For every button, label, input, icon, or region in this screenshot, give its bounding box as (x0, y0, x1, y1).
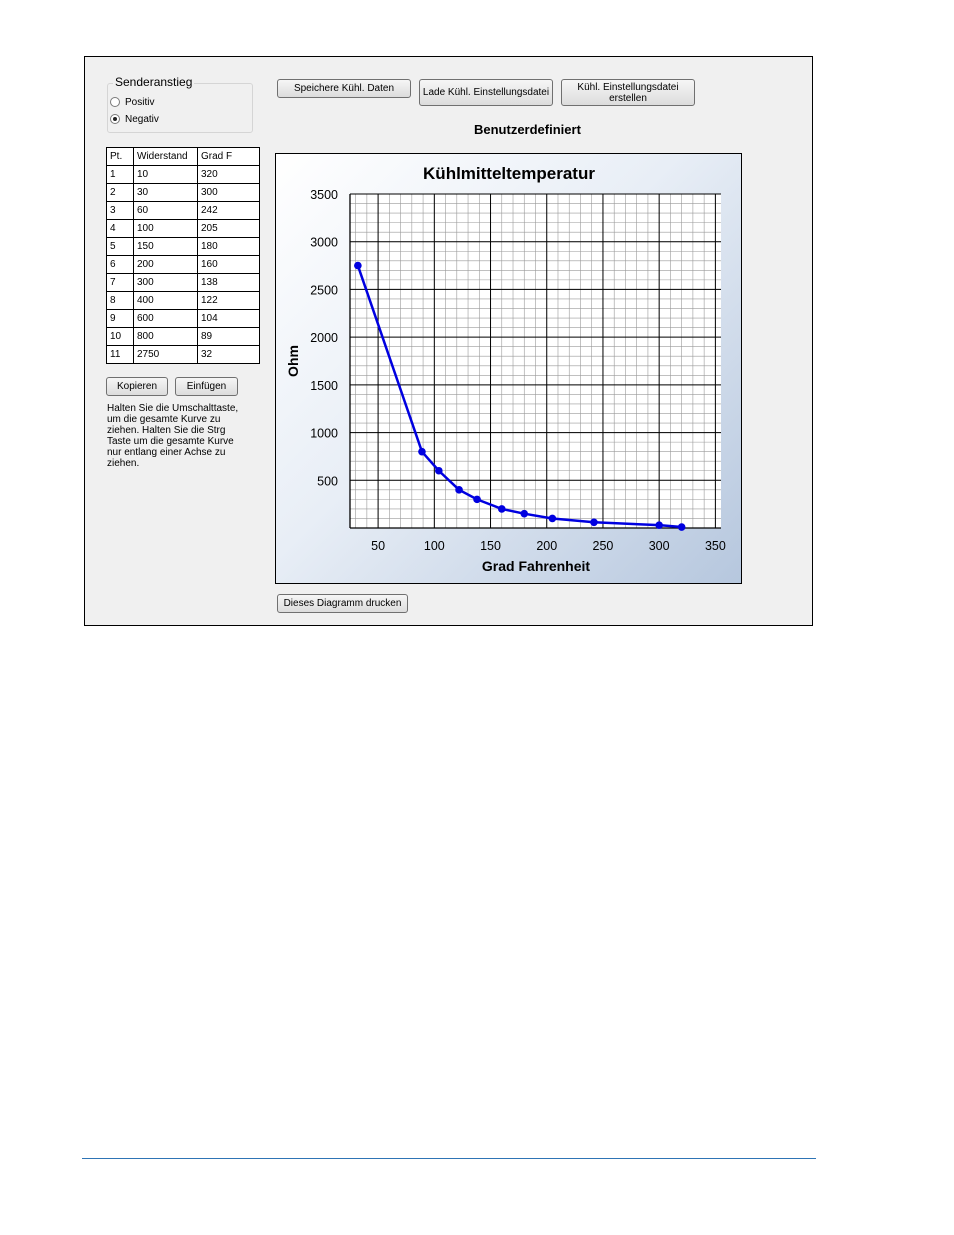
load-cooling-settings-button[interactable]: Lade Kühl. Einstellungsdatei (419, 79, 553, 106)
table-row[interactable]: 1 10 320 (106, 165, 260, 184)
table-row[interactable]: 7 300 138 (106, 273, 260, 292)
data-point (677, 523, 686, 531)
cell-resistance[interactable]: 10 (133, 165, 198, 184)
radio-negative-label: Negativ (125, 113, 159, 125)
table-row[interactable]: 10 800 89 (106, 327, 260, 346)
data-point (418, 447, 426, 456)
sender-slope-title: Senderanstieg (113, 75, 195, 89)
radio-positive[interactable]: Positiv (110, 95, 154, 109)
application-window: Senderanstieg Positiv Negativ Speichere … (84, 56, 813, 626)
cell-pt[interactable]: 1 (106, 165, 134, 184)
x-tick-label: 250 (593, 539, 614, 553)
y-tick-label: 3500 (310, 188, 338, 202)
cell-resistance[interactable]: 600 (133, 309, 198, 328)
table-row[interactable]: 8 400 122 (106, 291, 260, 310)
cell-pt[interactable]: 11 (106, 345, 134, 364)
footer-divider (82, 1158, 816, 1159)
radio-negative-button[interactable] (110, 114, 120, 124)
x-tick-label: 300 (649, 539, 670, 553)
table-row[interactable]: 6 200 160 (106, 255, 260, 274)
paste-button[interactable]: Einfügen (175, 377, 238, 396)
data-point (655, 521, 663, 529)
cell-resistance[interactable]: 2750 (133, 345, 198, 364)
cell-resistance[interactable]: 100 (133, 219, 198, 238)
cell-pt[interactable]: 6 (106, 255, 134, 274)
chart-title: Kühlmitteltemperatur (423, 164, 595, 183)
table-row[interactable]: 9 600 104 (106, 309, 260, 328)
table-row[interactable]: 11 2750 32 (106, 345, 260, 364)
table-row[interactable]: 4 100 205 (106, 219, 260, 238)
cell-degrees[interactable]: 89 (197, 327, 260, 346)
y-tick-label: 3000 (310, 236, 338, 250)
x-tick-label: 150 (480, 539, 501, 553)
cell-resistance[interactable]: 30 (133, 183, 198, 202)
data-point (520, 509, 529, 518)
cell-pt[interactable]: 9 (106, 309, 134, 328)
cell-degrees[interactable]: 122 (197, 291, 260, 310)
data-point (354, 261, 362, 270)
cell-resistance[interactable]: 300 (133, 273, 198, 292)
cell-resistance[interactable]: 800 (133, 327, 198, 346)
table-row[interactable]: 5 150 180 (106, 237, 260, 256)
cell-pt[interactable]: 5 (106, 237, 134, 256)
table-row[interactable]: 3 60 242 (106, 201, 260, 220)
cell-degrees[interactable]: 138 (197, 273, 260, 292)
cell-pt[interactable]: 4 (106, 219, 134, 238)
header-pt: Pt. (106, 147, 134, 166)
data-point (548, 514, 557, 523)
cell-degrees[interactable]: 180 (197, 237, 260, 256)
table-body: 1 10 320 2 30 300 3 60 242 4 100 205 5 150 180 6 200 160 7… (106, 165, 260, 364)
x-axis-label: Grad Fahrenheit (482, 558, 590, 574)
coolant-chart[interactable]: 50 100 150 200 250 300 350 500 1000 1500 2000 2500 3… (276, 154, 743, 585)
cell-degrees[interactable]: 32 (197, 345, 260, 364)
x-tick-label: 350 (705, 539, 726, 553)
cell-pt[interactable]: 8 (106, 291, 134, 310)
cell-degrees[interactable]: 300 (197, 183, 260, 202)
y-tick-label: 2000 (310, 331, 338, 345)
radio-positive-label: Positiv (125, 96, 155, 108)
header-degrees: Grad F (197, 147, 260, 166)
copy-button[interactable]: Kopieren (106, 377, 168, 396)
table-row[interactable]: 2 30 300 (106, 183, 260, 202)
help-text: Halten Sie die Umschalttaste, um die ges… (107, 403, 239, 469)
x-tick-label: 200 (536, 539, 557, 553)
y-tick-label: 1000 (310, 427, 338, 441)
cell-pt[interactable]: 2 (106, 183, 134, 202)
y-tick-label: 500 (317, 474, 338, 488)
create-cooling-settings-button[interactable]: Kühl. Einstellungsdatei erstellen (561, 79, 695, 106)
cell-pt[interactable]: 7 (106, 273, 134, 292)
cell-resistance[interactable]: 400 (133, 291, 198, 310)
table-header-row: Pt. Widerstand Grad F (106, 147, 260, 166)
radio-negative[interactable]: Negativ (110, 112, 159, 126)
y-tick-label: 2500 (310, 283, 338, 297)
sender-slope-group: Senderanstieg Positiv Negativ (107, 75, 253, 133)
y-tick-label: 1500 (310, 379, 338, 393)
cell-degrees[interactable]: 242 (197, 201, 260, 220)
data-table[interactable]: Pt. Widerstand Grad F 1 10 320 2 30 300 3 60 242… (106, 147, 260, 364)
x-tick-label: 100 (424, 539, 445, 553)
cell-resistance[interactable]: 150 (133, 237, 198, 256)
data-point (590, 518, 598, 527)
data-point (473, 495, 481, 504)
cell-degrees[interactable]: 104 (197, 309, 260, 328)
cell-degrees[interactable]: 205 (197, 219, 260, 238)
data-point (455, 486, 463, 494)
header-resistance: Widerstand (133, 147, 198, 166)
cell-degrees[interactable]: 160 (197, 255, 260, 274)
cell-pt[interactable]: 3 (106, 201, 134, 220)
chart-subtitle: Benutzerdefiniert (474, 122, 581, 137)
chart-panel[interactable]: 50 100 150 200 250 300 350 500 1000 1500 2000 2500 3… (275, 153, 742, 584)
cell-resistance[interactable]: 200 (133, 255, 198, 274)
data-point (497, 505, 506, 513)
cell-pt[interactable]: 10 (106, 327, 134, 346)
data-point (435, 466, 443, 475)
save-cooling-data-button[interactable]: Speichere Kühl. Daten (277, 79, 411, 98)
print-chart-button[interactable]: Dieses Diagramm drucken (277, 594, 408, 613)
cell-resistance[interactable]: 60 (133, 201, 198, 220)
radio-positive-button[interactable] (110, 97, 120, 107)
y-axis-label: Ohm (285, 345, 301, 377)
cell-degrees[interactable]: 320 (197, 165, 260, 184)
x-tick-label: 50 (371, 539, 385, 553)
